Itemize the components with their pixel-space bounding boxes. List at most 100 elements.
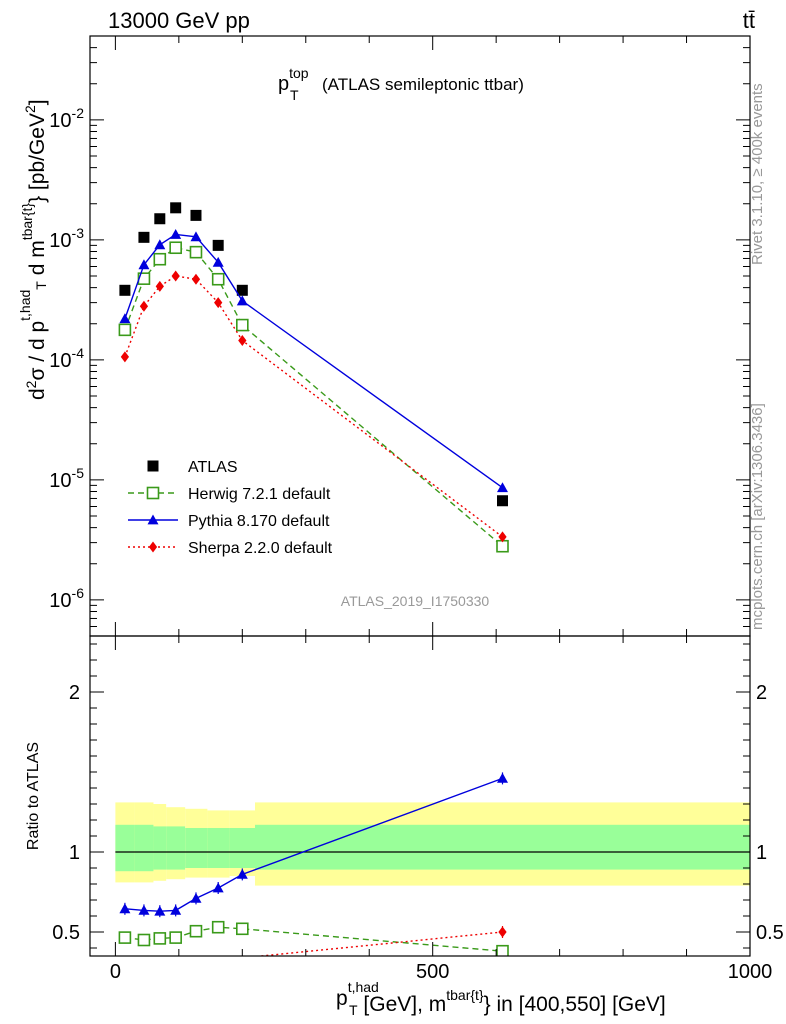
- series-pythia: [119, 228, 508, 493]
- marker: [212, 256, 224, 267]
- marker: [497, 482, 508, 493]
- stat-uncertainty-band: [166, 826, 186, 870]
- main-panel: 10-2 10-3 10-4 10-5 10-6 ptop T(ATLAS semilept…: [17, 35, 751, 637]
- ratio-line: [261, 931, 503, 956]
- marker: [147, 460, 159, 472]
- marker: [497, 495, 508, 507]
- marker: [189, 245, 203, 259]
- marker: [497, 772, 508, 783]
- marker: [211, 272, 225, 286]
- energy-label: 13000 GeV pp: [108, 8, 250, 33]
- x-tick-label: 0: [110, 961, 121, 983]
- marker: [170, 202, 182, 214]
- x-tick-label: 500: [416, 961, 449, 983]
- stat-uncertainty-band: [115, 824, 135, 872]
- y-tick-label: 0.5: [52, 922, 80, 944]
- marker: [189, 924, 203, 938]
- marker: [138, 259, 150, 270]
- y-tick-label-right: 0.5: [756, 922, 784, 944]
- tick-label: 10-5: [49, 465, 84, 492]
- ratio-series-herwig: [118, 920, 509, 956]
- process-label: tt̄: [743, 8, 755, 33]
- legend: ATLAS Herwig 7.2.1 default Pythia 8.170 de…: [128, 459, 333, 557]
- legend-item: Pythia 8.170 default: [128, 513, 330, 530]
- legend-label: Sherpa 2.2.0 default: [188, 540, 333, 557]
- series-line: [124, 233, 503, 489]
- ratio-series-pythia: [119, 772, 508, 918]
- marker: [498, 926, 507, 938]
- marker: [119, 903, 131, 914]
- x-axis-label: pt,had T [GeV], mtbar{t}} in [400,550] [G…: [336, 979, 666, 1018]
- header: 13000 GeV pp tt̄: [108, 8, 755, 33]
- stat-uncertainty-band: [153, 826, 167, 870]
- marker: [169, 931, 182, 944]
- marker: [148, 541, 158, 553]
- y-tick-label-right: 2: [756, 682, 767, 704]
- stat-uncertainty-band: [134, 824, 154, 872]
- marker: [146, 486, 160, 500]
- tick-label: 10-4: [49, 345, 84, 372]
- ratio-plot-frame: [89, 635, 751, 957]
- tick-label: 10-6: [49, 585, 84, 612]
- y-tick-label-right: 1: [756, 842, 767, 864]
- marker: [153, 932, 167, 945]
- ratio-y-label: Ratio to ATLAS: [25, 742, 42, 850]
- marker: [498, 531, 507, 543]
- legend-label: Pythia 8.170 default: [188, 513, 330, 530]
- legend-label: Herwig 7.2.1 default: [188, 486, 331, 503]
- side-labels: Rivet 3.1.10, ≥ 400k events mcplots.cern…: [749, 83, 766, 630]
- marker: [190, 209, 202, 221]
- marker: [212, 239, 224, 251]
- y-axis-label: d2σ / d pt,hadT d mtbar{t}} [pb/GeV2]: [17, 99, 49, 400]
- marker: [171, 270, 180, 282]
- marker: [118, 323, 132, 337]
- marker: [214, 297, 223, 309]
- rivet-label: Rivet 3.1.10, ≥ 400k events: [749, 83, 766, 265]
- marker: [170, 904, 182, 915]
- marker: [147, 514, 159, 525]
- marker: [211, 920, 225, 934]
- marker: [236, 868, 248, 879]
- marker: [153, 252, 167, 266]
- stat-uncertainty-band: [207, 828, 230, 868]
- marker: [155, 280, 164, 292]
- marker: [118, 931, 132, 944]
- marker: [138, 904, 150, 915]
- analysis-watermark: ATLAS_2019_I1750330: [341, 593, 490, 609]
- marker: [212, 882, 224, 893]
- y-tick-label: 1: [69, 842, 80, 864]
- ratio-series-sherpa: [261, 926, 507, 956]
- series-sherpa: [120, 270, 507, 543]
- marker: [137, 933, 151, 947]
- x-tick-label: 1000: [728, 961, 773, 983]
- stat-uncertainty-band: [185, 828, 208, 868]
- marker: [154, 239, 166, 250]
- stat-uncertainty-band: [229, 828, 255, 868]
- marker: [236, 318, 249, 332]
- marker: [154, 905, 166, 916]
- marker: [138, 231, 150, 243]
- legend-item: Sherpa 2.2.0 default: [128, 540, 333, 557]
- plot-title: ptop T(ATLAS semileptonic ttbar): [278, 65, 524, 103]
- marker: [190, 231, 202, 242]
- marker: [120, 351, 130, 363]
- y-tick-label: 2: [69, 682, 80, 704]
- legend-label: ATLAS: [188, 459, 238, 476]
- marker: [238, 335, 247, 347]
- marker: [190, 892, 202, 903]
- stat-uncertainty-band: [255, 824, 750, 870]
- series-atlas: [119, 202, 508, 507]
- marker: [236, 922, 249, 936]
- tick-label: 10-2: [49, 105, 84, 132]
- marker: [496, 944, 509, 956]
- marker: [139, 300, 149, 312]
- marker: [154, 213, 166, 225]
- tick-label: 10-3: [49, 225, 84, 252]
- marker: [236, 295, 248, 306]
- marker: [236, 284, 248, 296]
- ratio-panel: 0.5 0.5 1 1 2 2 0 500 1000 Ratio to ATLAS pt,had T …: [25, 635, 784, 1018]
- marker: [170, 228, 182, 239]
- mcplots-label: mcplots.cern.ch [arXiv:1306.3436]: [749, 403, 766, 630]
- marker: [119, 313, 131, 324]
